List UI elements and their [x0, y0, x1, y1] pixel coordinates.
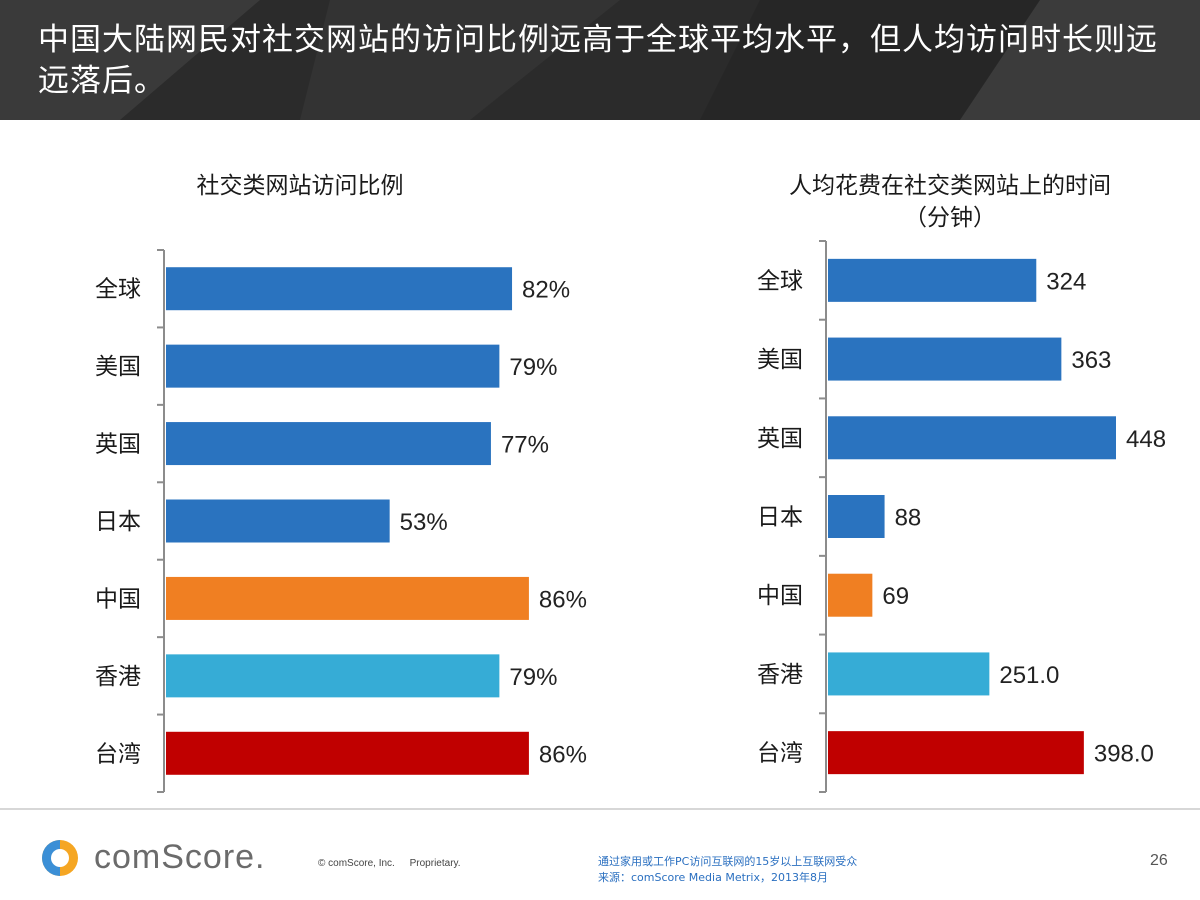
- source-note: 通过家用或工作PC访问互联网的15岁以上互联网受众 来源：comScore Me…: [598, 854, 857, 886]
- bar-3: [166, 422, 491, 466]
- note-line-2: 来源：comScore Media Metrix，2013年8月: [598, 871, 828, 884]
- bar-6: [166, 654, 500, 698]
- bar-1: [166, 267, 513, 311]
- bar-4: [828, 495, 885, 538]
- category-label: 中国: [95, 586, 141, 612]
- right-chart-subtitle: （分钟）: [904, 205, 996, 231]
- category-label: 全球: [95, 277, 141, 303]
- header-background: [0, 0, 1200, 120]
- bar-3: [828, 416, 1116, 460]
- data-label: 82%: [522, 277, 570, 304]
- category-label: 英国: [95, 432, 141, 458]
- bar-5: [828, 573, 873, 617]
- category-label: 全球: [757, 268, 803, 294]
- header-banner: 中国大陆网民对社交网站的访问比例远高于全球平均水平，但人均访问时长则远远落后。: [0, 0, 1200, 120]
- category-label: 美国: [95, 354, 141, 380]
- page-number: 26: [1150, 852, 1168, 869]
- copyright: © comScore, Inc. Proprietary.: [318, 858, 473, 869]
- bar-7: [166, 731, 529, 775]
- comscore-logo: comScore.: [38, 836, 288, 880]
- right-chart-title-main: 人均花费在社交类网站上的时间: [789, 173, 1111, 199]
- category-label: 香港: [95, 664, 141, 690]
- logo-wordmark: comScore.: [94, 838, 266, 876]
- data-label: 363: [1071, 347, 1111, 374]
- category-label: 台湾: [95, 741, 141, 767]
- data-label: 69: [882, 583, 909, 610]
- category-label: 日本: [95, 509, 141, 535]
- bar-6: [828, 652, 990, 696]
- bar-5: [166, 576, 529, 620]
- data-label: 86%: [539, 586, 587, 613]
- left-chart-title: 社交类网站访问比例: [196, 173, 404, 199]
- category-label: 中国: [757, 583, 803, 609]
- category-label: 台湾: [757, 741, 803, 767]
- copyright-text: © comScore, Inc.: [318, 858, 395, 869]
- bar-4: [166, 499, 390, 543]
- comscore-logo-icon: [42, 840, 78, 876]
- category-label: 英国: [757, 426, 803, 452]
- category-label: 香港: [757, 662, 803, 688]
- proprietary-text: Proprietary.: [409, 858, 461, 869]
- bar-7: [828, 731, 1084, 775]
- data-label: 79%: [509, 354, 557, 381]
- page-title: 中国大陆网民对社交网站的访问比例远高于全球平均水平，但人均访问时长则远远落后。: [38, 22, 1158, 99]
- note-line-1: 通过家用或工作PC访问互联网的15岁以上互联网受众: [598, 855, 858, 868]
- data-label: 88: [895, 505, 922, 532]
- bar-2: [166, 344, 500, 388]
- footer-divider: [0, 808, 1200, 810]
- data-label: 86%: [539, 741, 587, 768]
- data-label: 53%: [400, 509, 448, 536]
- data-label: 251.0: [999, 662, 1059, 689]
- data-label: 79%: [509, 664, 557, 691]
- data-label: 398.0: [1094, 741, 1154, 768]
- bar-2: [828, 337, 1062, 381]
- bar-1: [828, 258, 1037, 302]
- data-label: 77%: [501, 432, 549, 459]
- data-label: 448: [1126, 426, 1166, 453]
- right-chart-title: 人均花费在社交类网站上的时间 （分钟）: [740, 170, 1160, 234]
- category-label: 美国: [757, 347, 803, 373]
- category-label: 日本: [757, 505, 803, 531]
- data-label: 324: [1046, 268, 1086, 295]
